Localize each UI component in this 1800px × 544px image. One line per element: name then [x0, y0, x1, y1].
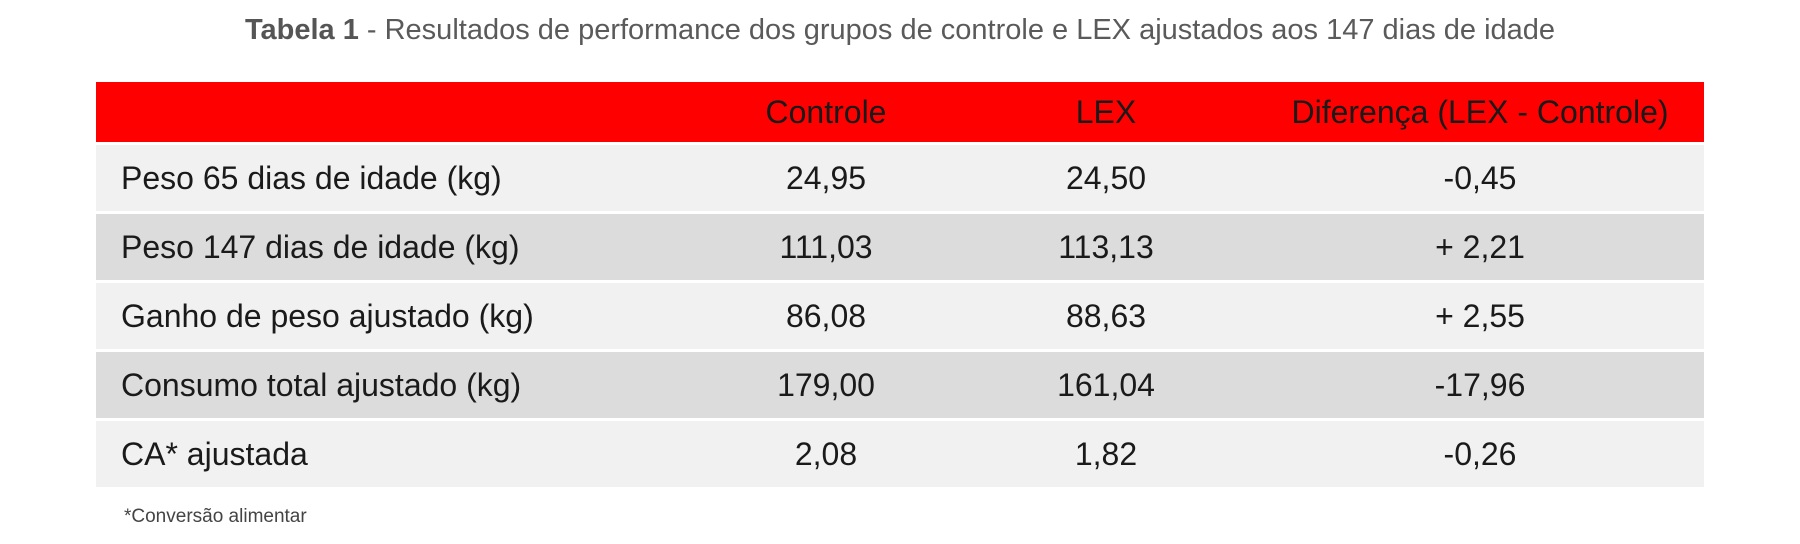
row-label: Peso 147 dias de idade (kg): [121, 228, 520, 265]
controle-value: 111,03: [779, 228, 873, 265]
lex-value: 161,04: [1057, 366, 1155, 403]
performance-table: Controle LEX Diferença (LEX - Controle) …: [96, 82, 1704, 490]
row-label: Peso 65 dias de idade (kg): [121, 159, 502, 196]
table-row: Peso 147 dias de idade (kg) 111,03 113,1…: [96, 214, 1704, 283]
difference-value: + 2,55: [1435, 297, 1525, 334]
row-label: CA* ajustada: [121, 435, 308, 472]
caption-text: - Resultados de performance dos grupos d…: [358, 14, 1556, 46]
difference-value: -17,96: [1434, 366, 1526, 403]
lex-value: 1,82: [1074, 435, 1138, 472]
table-header-row: Controle LEX Diferença (LEX - Controle): [96, 82, 1704, 145]
table-footnote: *Conversão alimentar: [124, 506, 307, 527]
header-cell-controle: Controle: [765, 93, 887, 130]
lex-value: 24,50: [1065, 159, 1147, 196]
table-caption: Tabela 1 - Resultados de performance dos…: [0, 14, 1800, 47]
table-row: Consumo total ajustado (kg) 179,00 161,0…: [96, 352, 1704, 421]
controle-value: 179,00: [777, 366, 875, 403]
header-cell-diferenca: Diferença (LEX - Controle): [1291, 93, 1669, 130]
table-row: Ganho de peso ajustado (kg) 86,08 88,63 …: [96, 283, 1704, 352]
difference-value: -0,26: [1443, 435, 1517, 472]
table-row: CA* ajustada 2,08 1,82 -0,26: [96, 421, 1704, 490]
controle-value: 86,08: [785, 297, 867, 334]
difference-value: -0,45: [1443, 159, 1517, 196]
lex-value: 113,13: [1058, 228, 1154, 265]
controle-value: 24,95: [785, 159, 867, 196]
row-label: Ganho de peso ajustado (kg): [121, 297, 534, 334]
lex-value: 88,63: [1065, 297, 1147, 334]
controle-value: 2,08: [794, 435, 858, 472]
difference-value: + 2,21: [1435, 228, 1525, 265]
caption-label: Tabela 1: [244, 14, 359, 46]
row-label: Consumo total ajustado (kg): [121, 366, 522, 403]
table-row: Peso 65 dias de idade (kg) 24,95 24,50 -…: [96, 145, 1704, 214]
header-cell-lex: LEX: [1075, 93, 1137, 130]
